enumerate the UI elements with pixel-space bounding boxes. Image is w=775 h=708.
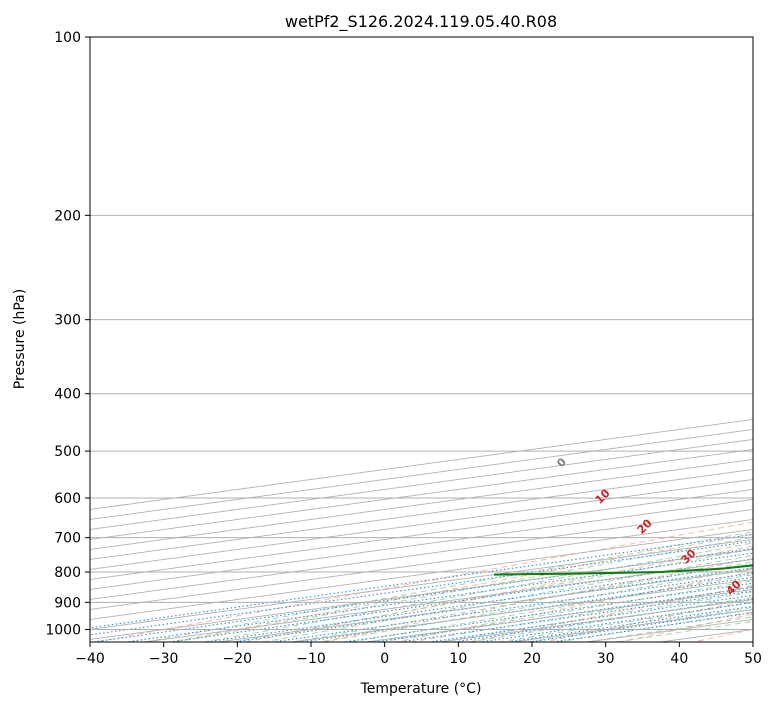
x-tick-label: 0 — [380, 651, 389, 667]
x-tick-label: 10 — [449, 651, 467, 667]
moist-adiabat-line — [468, 596, 753, 642]
x-tick-label: 50 — [744, 651, 762, 667]
moist-adiabat-line — [233, 548, 753, 642]
y-axis-label: Pressure (hPa) — [12, 289, 28, 389]
x-tick-label: −10 — [296, 651, 326, 667]
y-tick-label: 300 — [54, 313, 81, 329]
x-tick-label: 20 — [523, 651, 541, 667]
isotherm-line — [90, 518, 753, 610]
y-tick-label: 400 — [54, 387, 81, 403]
moist-adiabat-line — [262, 554, 753, 642]
isotherm-line — [90, 478, 753, 570]
y-tick-label: 700 — [54, 531, 81, 547]
x-tick-label: 40 — [670, 651, 688, 667]
y-tick-label: 900 — [54, 595, 81, 611]
isotherm-line — [90, 538, 753, 630]
x-tick-label: 30 — [597, 651, 615, 667]
isotherm-line — [90, 458, 753, 550]
axis-ticks: −40 −30 −20 −10 0 10 20 30 40 50 100 200 300 400 500 60… — [45, 30, 762, 667]
moist-adiabat-line — [410, 586, 753, 642]
x-tick-label: −40 — [75, 651, 105, 667]
mixing-ratio-line — [126, 552, 753, 642]
y-tick-label: 500 — [54, 444, 81, 460]
isotherm-line — [90, 488, 753, 580]
background-lines — [90, 37, 753, 642]
y-tick-label: 800 — [54, 565, 81, 581]
moist-adiabat-line — [144, 531, 753, 642]
x-tick-label: −20 — [223, 651, 253, 667]
mixing-ratio-line — [529, 608, 753, 642]
chart-title: wetPf2_S126.2024.119.05.40.R08 — [285, 12, 557, 32]
mixing-ratio-line — [480, 601, 753, 642]
dry-adiabat-line — [245, 545, 753, 642]
mixing-ratio-line — [90, 533, 753, 629]
isotherm-line — [90, 498, 753, 590]
y-tick-label: 600 — [54, 491, 81, 507]
y-tick-label: 100 — [54, 30, 81, 46]
isotherm-line — [90, 528, 753, 620]
y-tick-label: 1000 — [45, 622, 81, 638]
y-tick-label: 200 — [54, 208, 81, 224]
mixing-ratio-line — [429, 594, 753, 642]
isotherm-line — [90, 508, 753, 600]
x-tick-label: −30 — [149, 651, 179, 667]
plot-frame — [89, 36, 754, 643]
dry-adiabat-line — [469, 584, 753, 642]
x-axis-label: Temperature (°C) — [360, 681, 482, 697]
isotherm-line — [90, 468, 753, 560]
dry-adiabat-line — [171, 533, 753, 642]
